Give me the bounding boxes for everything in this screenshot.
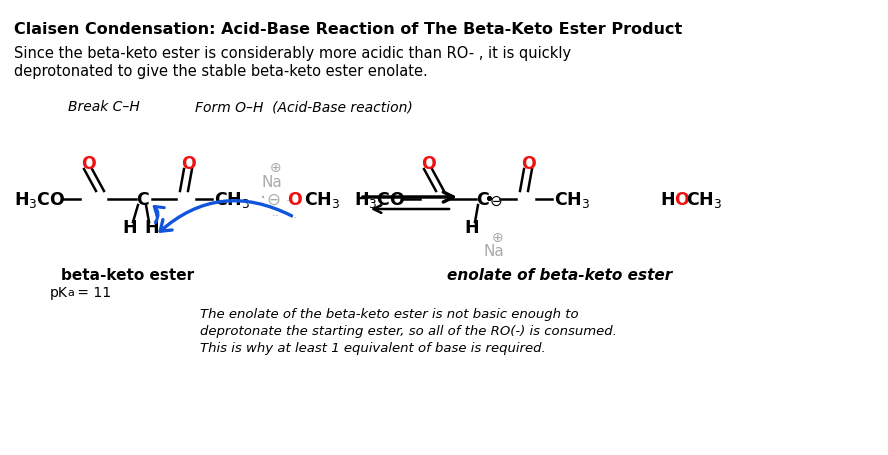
Text: a: a [67,288,74,298]
Text: H$_3$CO: H$_3$CO [354,190,406,210]
Text: Na: Na [484,244,504,259]
FancyArrowPatch shape [160,201,291,232]
Text: H$_3$CO: H$_3$CO [14,190,66,210]
Text: C: C [476,191,488,208]
Text: CH$_3$: CH$_3$ [554,190,591,210]
Text: Form O–H  (Acid-Base reaction): Form O–H (Acid-Base reaction) [195,100,413,114]
Text: O: O [421,155,435,172]
Text: ⊕: ⊕ [492,231,503,244]
Text: CH$_3$: CH$_3$ [686,190,722,210]
Text: O: O [674,191,689,208]
Text: :: : [260,191,266,208]
Text: Since the beta-keto ester is considerably more acidic than RO- , it is quickly: Since the beta-keto ester is considerabl… [14,46,571,61]
Text: O: O [81,155,95,172]
Text: CH$_3$: CH$_3$ [304,190,340,210]
Text: H: H [123,218,138,237]
Text: ⊖: ⊖ [266,191,280,208]
Text: O: O [180,155,195,172]
Text: H: H [464,218,480,237]
Text: O: O [520,155,535,172]
Text: ..: .. [272,205,280,218]
Text: This is why at least 1 equivalent of base is required.: This is why at least 1 equivalent of bas… [200,341,546,354]
Text: Na: Na [262,174,282,189]
Text: Claisen Condensation: Acid-Base Reaction of The Beta-Keto Ester Product: Claisen Condensation: Acid-Base Reaction… [14,22,682,37]
FancyArrowPatch shape [155,207,164,223]
Text: beta-keto ester: beta-keto ester [61,268,194,283]
Text: H: H [660,191,675,208]
Text: ..: .. [290,207,298,220]
Text: O: O [287,191,301,208]
Text: = 11: = 11 [73,285,111,299]
Text: CH$_3$: CH$_3$ [214,190,250,210]
Text: deprotonated to give the stable beta-keto ester enolate.: deprotonated to give the stable beta-ket… [14,64,428,79]
Text: deprotonate the starting ester, so all of the RO(-) is consumed.: deprotonate the starting ester, so all o… [200,324,617,337]
Text: ..: .. [286,190,294,203]
Text: enolate of beta-keto ester: enolate of beta-keto ester [448,268,672,283]
Text: The enolate of the beta-keto ester is not basic enough to: The enolate of the beta-keto ester is no… [200,307,579,320]
Text: ⊖: ⊖ [489,193,503,208]
Text: ⊕: ⊕ [270,161,281,175]
Text: pK: pK [50,285,67,299]
Text: Break C–H: Break C–H [68,100,139,114]
Text: H: H [145,218,159,237]
Text: C: C [136,191,148,208]
